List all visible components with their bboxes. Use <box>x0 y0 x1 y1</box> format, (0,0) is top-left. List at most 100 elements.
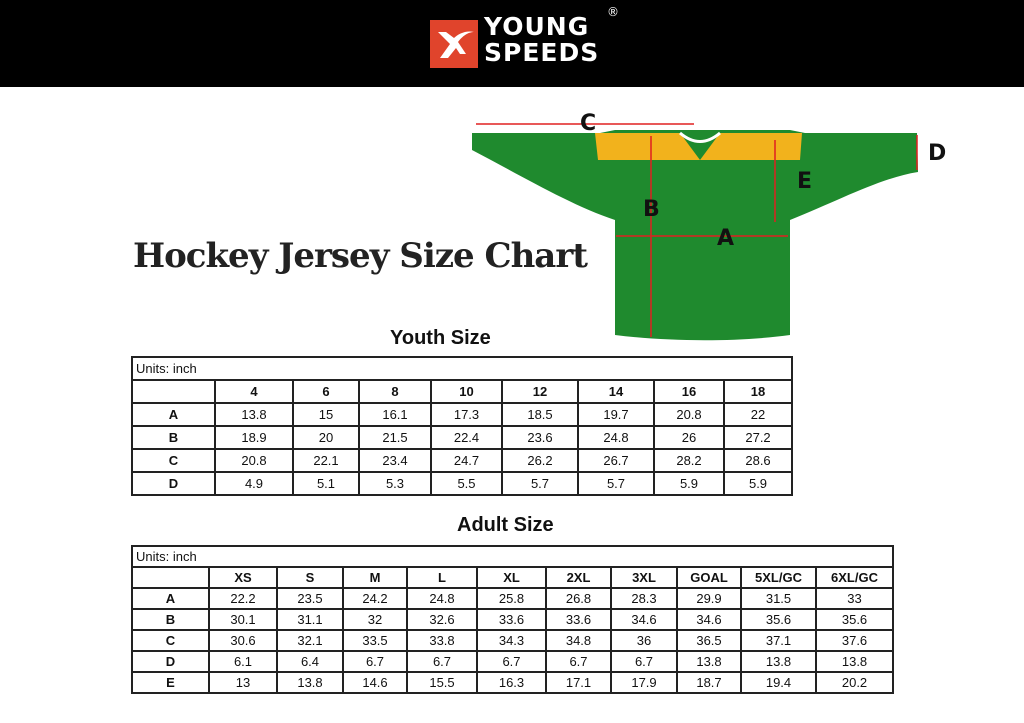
table-cell: 20.8 <box>214 448 294 473</box>
row-label: D <box>131 650 210 673</box>
label-a: A <box>717 226 734 251</box>
table-cell: 34.6 <box>676 608 742 631</box>
size-header: 12 <box>501 379 579 404</box>
table-cell: 26 <box>653 425 725 450</box>
size-header: L <box>406 566 478 589</box>
table-cell: 17.3 <box>430 402 503 427</box>
table-cell: 33.8 <box>406 629 478 652</box>
table-cell: 5.9 <box>722 471 794 496</box>
table-cell: 13.8 <box>814 650 895 673</box>
table-cell: 35.6 <box>814 608 895 631</box>
table-cell: 36 <box>610 629 678 652</box>
table-cell: 24.8 <box>577 425 655 450</box>
size-header: 8 <box>358 379 432 404</box>
jersey-yoke <box>595 133 802 160</box>
size-header: XL <box>476 566 547 589</box>
youth-heading: Youth Size <box>390 327 491 349</box>
corner-cell <box>131 379 216 404</box>
table-cell: 23.4 <box>358 448 432 473</box>
label-c: C <box>580 111 596 136</box>
table-cell: 15.5 <box>406 671 478 694</box>
table-cell: 13.8 <box>740 650 817 673</box>
size-header: 4 <box>214 379 294 404</box>
table-row: D 6.1 6.4 6.7 6.7 6.7 6.7 6.7 13.8 13.8 13.8 <box>131 650 895 673</box>
table-cell: 23.6 <box>501 425 579 450</box>
table-cell: 5.9 <box>653 471 725 496</box>
size-header: 6 <box>292 379 360 404</box>
table-cell: 24.2 <box>342 587 408 610</box>
table-cell: 37.1 <box>740 629 817 652</box>
table-cell: 18.5 <box>501 402 579 427</box>
table-cell: 33.5 <box>342 629 408 652</box>
table-cell: 22 <box>722 402 794 427</box>
row-label: A <box>131 402 216 427</box>
label-d: D <box>928 141 946 166</box>
table-cell: 24.8 <box>406 587 478 610</box>
table-cell: 35.6 <box>740 608 817 631</box>
row-label: B <box>131 608 210 631</box>
size-header: 2XL <box>545 566 612 589</box>
table-cell: 34.3 <box>476 629 547 652</box>
table-cell: 13 <box>208 671 278 694</box>
table-row: A 22.2 23.5 24.2 24.8 25.8 26.8 28.3 29.9 31.5 33 <box>131 587 895 610</box>
size-header: 5XL/GC <box>740 566 817 589</box>
table-cell: 32.1 <box>276 629 344 652</box>
table-cell: 19.4 <box>740 671 817 694</box>
table-cell: 28.3 <box>610 587 678 610</box>
table-cell: 30.1 <box>208 608 278 631</box>
youth-size-table: Units: inch 4 6 8 10 12 14 16 18 A 13.8 15 16.1 17.3 1… <box>130 356 794 496</box>
row-label: C <box>131 629 210 652</box>
table-cell: 33 <box>814 587 895 610</box>
table-cell: 5.7 <box>501 471 579 496</box>
table-cell: 21.5 <box>358 425 432 450</box>
table-cell: 16.3 <box>476 671 547 694</box>
table-cell: 25.8 <box>476 587 547 610</box>
table-cell: 28.2 <box>653 448 725 473</box>
page-title: Hockey Jersey Size Chart <box>133 236 588 276</box>
table-cell: 13.8 <box>214 402 294 427</box>
table-row: B 30.1 31.1 32 32.6 33.6 33.6 34.6 34.6 35.6 35.6 <box>131 608 895 631</box>
table-cell: 22.1 <box>292 448 360 473</box>
table-cell: 26.2 <box>501 448 579 473</box>
table-cell: 5.1 <box>292 471 360 496</box>
label-e: E <box>797 169 812 194</box>
corner-cell <box>131 566 210 589</box>
table-cell: 36.5 <box>676 629 742 652</box>
table-cell: 6.7 <box>342 650 408 673</box>
table-row: B 18.9 20 21.5 22.4 23.6 24.8 26 27.2 <box>131 425 794 450</box>
size-header: 14 <box>577 379 655 404</box>
table-cell: 6.4 <box>276 650 344 673</box>
adult-heading: Adult Size <box>457 514 554 536</box>
table-cell: 24.7 <box>430 448 503 473</box>
table-cell: 37.6 <box>814 629 895 652</box>
table-cell: 15 <box>292 402 360 427</box>
row-label: D <box>131 471 216 496</box>
registered-mark: ® <box>607 5 619 19</box>
table-cell: 29.9 <box>676 587 742 610</box>
logo-mark-icon <box>430 20 478 68</box>
size-header: M <box>342 566 408 589</box>
table-cell: 19.7 <box>577 402 655 427</box>
size-header: 10 <box>430 379 503 404</box>
table-cell: 33.6 <box>476 608 547 631</box>
table-cell: 26.8 <box>545 587 612 610</box>
table-cell: 32.6 <box>406 608 478 631</box>
size-header: S <box>276 566 344 589</box>
table-cell: 18.7 <box>676 671 742 694</box>
size-header: 16 <box>653 379 725 404</box>
size-header: GOAL <box>676 566 742 589</box>
table-row: E 13 13.8 14.6 15.5 16.3 17.1 17.9 18.7 19.4 20.2 <box>131 671 895 694</box>
table-cell: 20.2 <box>814 671 895 694</box>
size-header: 3XL <box>610 566 678 589</box>
table-cell: 30.6 <box>208 629 278 652</box>
units-label: Units: inch <box>130 356 794 381</box>
table-cell: 6.7 <box>476 650 547 673</box>
table-cell: 13.8 <box>676 650 742 673</box>
table-cell: 26.7 <box>577 448 655 473</box>
table-cell: 14.6 <box>342 671 408 694</box>
table-cell: 33.6 <box>545 608 612 631</box>
jersey-body <box>472 130 918 341</box>
table-cell: 5.3 <box>358 471 432 496</box>
row-label: B <box>131 425 216 450</box>
